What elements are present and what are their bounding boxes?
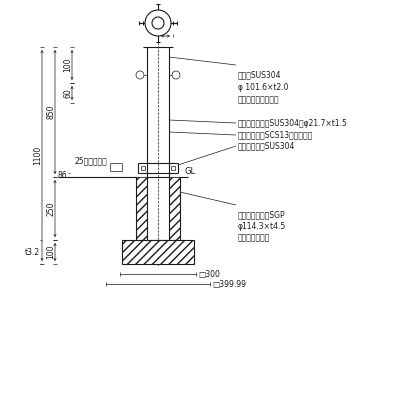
Bar [136,177,147,240]
Text: t3.2: t3.2 [25,248,40,256]
Text: フタ付ケース　SGP
φ114.3×t4.5
溶融亜邉メッキ: フタ付ケース SGP φ114.3×t4.5 溶融亜邉メッキ [238,210,286,243]
Text: GL: GL [184,167,195,176]
Circle shape [152,17,164,29]
Text: 100: 100 [46,245,55,259]
Circle shape [145,10,171,36]
Bar [122,240,194,264]
Circle shape [136,71,144,79]
Text: 86: 86 [57,171,67,179]
Text: 40: 40 [161,23,171,32]
Text: 1100: 1100 [33,146,42,165]
Text: 25ミリ南京鎖: 25ミリ南京鎖 [74,156,107,166]
Text: 60: 60 [63,88,72,98]
Text: ガイドパイプ　SUS304　φ21.7×t1.5: ガイドパイプ SUS304 φ21.7×t1.5 [238,118,348,128]
Text: 100: 100 [63,58,72,72]
Text: □399.99: □399.99 [212,280,246,288]
Text: ケースフタ　SCS13　電解磨腭: ケースフタ SCS13 電解磨腭 [238,130,313,139]
Circle shape [172,71,180,79]
Bar [169,177,180,240]
Text: □300: □300 [198,269,220,278]
Text: 支柱　SUS304
φ 101.6×t2.0
ヘアーライン仕上げ: 支柱 SUS304 φ 101.6×t2.0 ヘアーライン仕上げ [238,70,289,104]
Text: カギボルト　SUS304: カギボルト SUS304 [238,141,295,150]
Text: 850: 850 [46,105,55,119]
Text: 250: 250 [46,201,55,216]
